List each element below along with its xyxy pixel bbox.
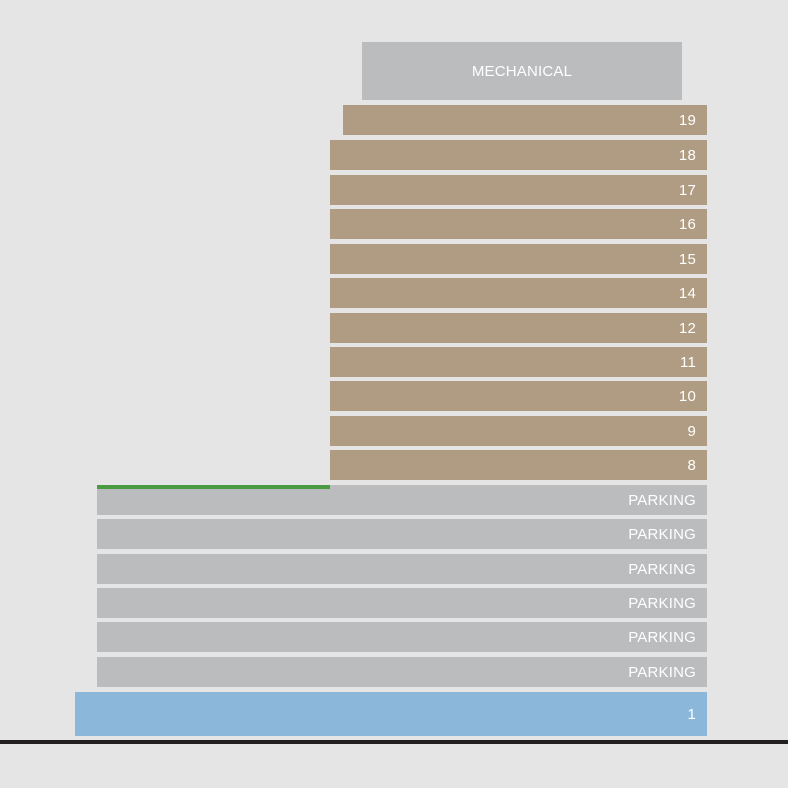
parking-label: PARKING	[628, 491, 696, 509]
ground-line	[0, 740, 788, 744]
floor-18: 18	[330, 140, 707, 170]
floor-19: 19	[343, 105, 707, 135]
parking-label: PARKING	[628, 663, 696, 681]
parking-floor: PARKING	[97, 519, 707, 549]
floor-11: 11	[330, 347, 707, 377]
floor-8: 8	[330, 450, 707, 480]
floor-label: 11	[680, 353, 696, 371]
floor-15: 15	[330, 244, 707, 274]
parking-floor: PARKING	[97, 622, 707, 652]
parking-floor: PARKING	[97, 554, 707, 584]
floor-14: 14	[330, 278, 707, 308]
parking-label: PARKING	[628, 560, 696, 578]
floor-label: 9	[687, 422, 696, 440]
floor-10: 10	[330, 381, 707, 411]
parking-label: PARKING	[628, 628, 696, 646]
parking-floor: PARKING	[97, 657, 707, 687]
mechanical-label: MECHANICAL	[471, 62, 573, 80]
parking-label: PARKING	[628, 525, 696, 543]
parking-floor: PARKING	[97, 485, 707, 515]
mechanical-floor: MECHANICAL	[362, 42, 682, 100]
floor-label: 17	[678, 181, 696, 199]
ground-floor-label: 1	[687, 705, 696, 723]
floor-16: 16	[330, 209, 707, 239]
floor-label: 15	[678, 250, 696, 268]
floor-label: 18	[678, 146, 696, 164]
floor-label: 14	[678, 284, 696, 302]
floor-17: 17	[330, 175, 707, 205]
ground-floor: 1	[75, 692, 707, 736]
parking-label: PARKING	[628, 594, 696, 612]
floor-12: 12	[330, 313, 707, 343]
floor-label: 19	[678, 111, 696, 129]
floor-label: 10	[678, 387, 696, 405]
floor-9: 9	[330, 416, 707, 446]
floor-label: 12	[678, 319, 696, 337]
green-roof-line	[97, 485, 330, 489]
floor-label: 16	[678, 215, 696, 233]
floor-label: 8	[687, 456, 696, 474]
parking-floor: PARKING	[97, 588, 707, 618]
